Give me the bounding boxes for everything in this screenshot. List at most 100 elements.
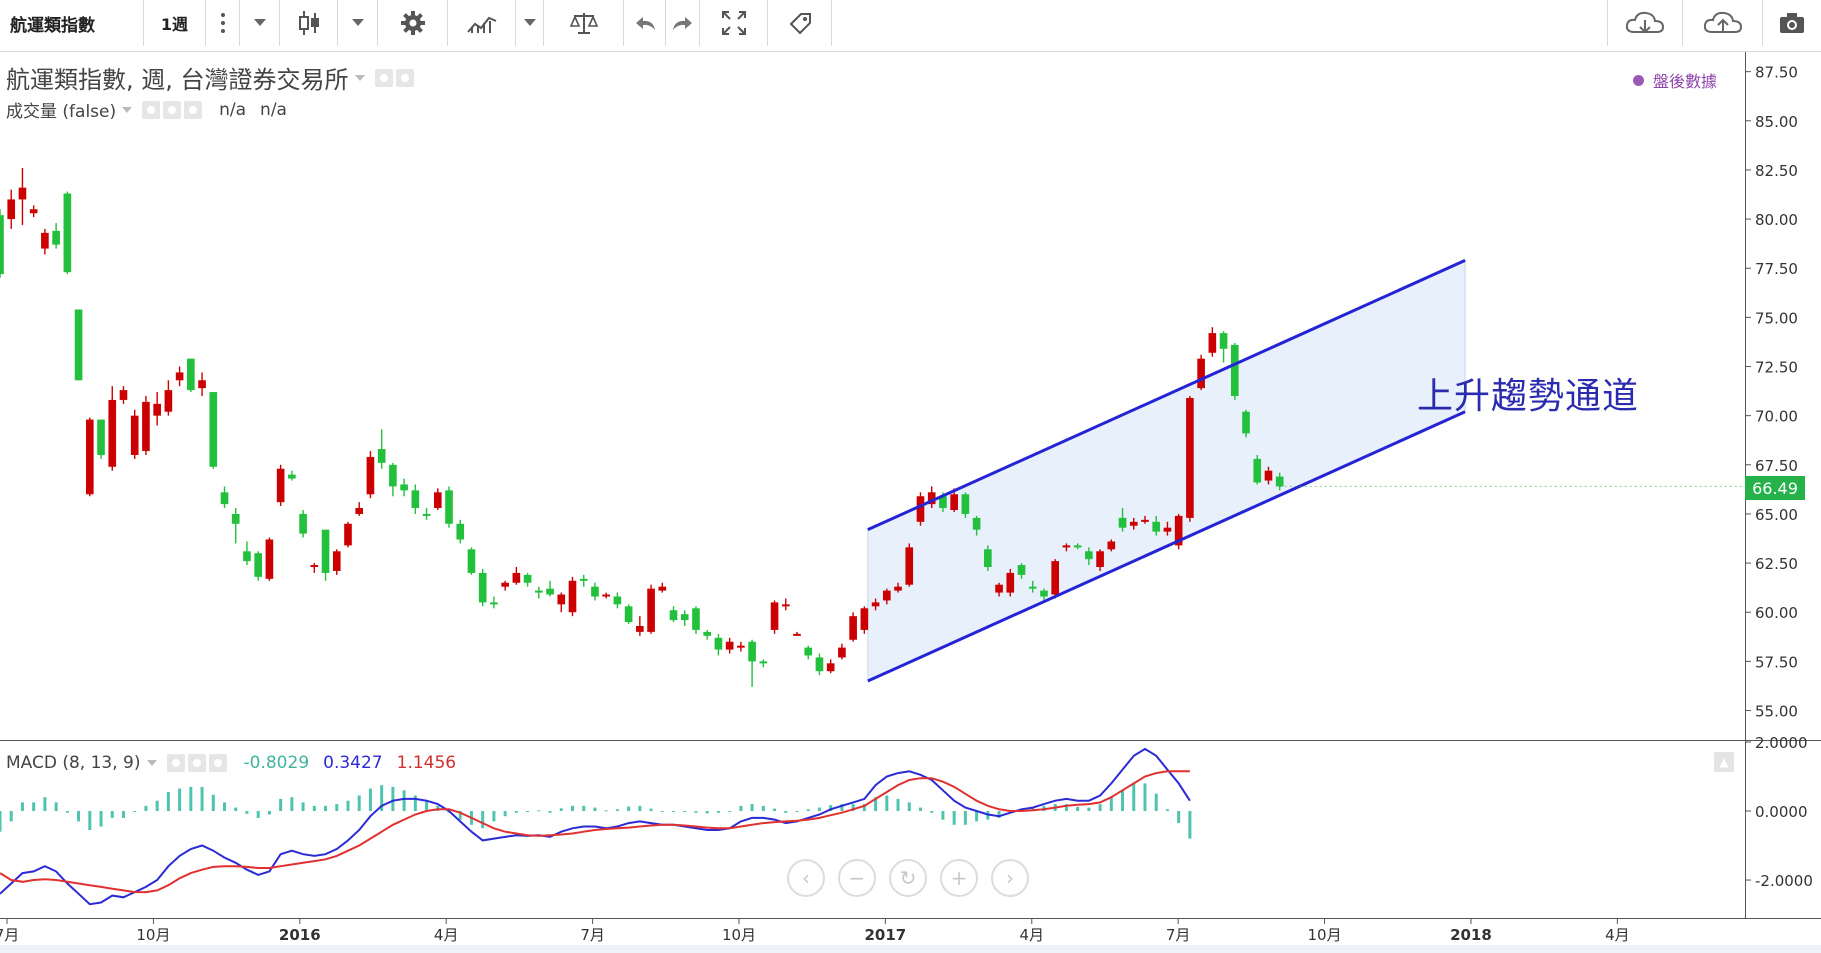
macd-histogram-bar <box>1076 806 1080 812</box>
candle-body <box>647 588 655 632</box>
scroll-left-button[interactable]: ‹ <box>787 859 825 897</box>
macd-histogram-bar <box>773 808 777 812</box>
channel-annotation-text[interactable]: 上升趨勢通道 <box>1417 376 1640 417</box>
candle-body <box>433 492 442 509</box>
last-price-tag: 66.49 <box>1745 476 1805 500</box>
interval-dropdown[interactable] <box>240 0 280 46</box>
price-tick-label: 77.50 <box>1755 260 1798 278</box>
candle-body <box>74 309 83 381</box>
maximize-pane-button[interactable]: ▲ <box>1714 752 1734 772</box>
macd-histogram-bar <box>705 811 709 814</box>
caret-down-icon[interactable] <box>122 106 133 113</box>
macd-hist-value: -0.8029 <box>243 753 310 773</box>
candle-body <box>815 657 824 672</box>
zoom-in-icon: + <box>950 866 968 890</box>
zoom-in-button[interactable]: + <box>940 859 978 897</box>
candle-body <box>669 610 678 621</box>
macd-histogram-bar <box>795 811 799 813</box>
candle-body <box>445 490 453 524</box>
candle-body <box>1208 333 1217 353</box>
candle-body <box>175 372 184 381</box>
candle-body <box>231 513 240 524</box>
candle-body <box>579 578 588 581</box>
toolbar: 航運類指數 1週 <box>0 0 1821 52</box>
symbol-search-box[interactable]: 航運類指數 <box>0 0 144 46</box>
candle-body <box>400 484 408 491</box>
settings-small-icon[interactable] <box>187 754 206 772</box>
macd-histogram-bar <box>851 804 855 812</box>
macd-histogram-bar <box>975 811 979 822</box>
macd-histogram-bar <box>615 809 619 812</box>
close-icon[interactable] <box>208 754 227 772</box>
candle-body <box>299 513 307 534</box>
load-chart-button[interactable] <box>1607 0 1683 46</box>
candle-body <box>187 358 195 391</box>
macd-histogram-bar <box>368 788 372 812</box>
eye-icon[interactable] <box>166 754 185 772</box>
macd-histogram-bar <box>526 811 530 813</box>
settings-small-icon[interactable] <box>395 68 414 87</box>
macd-line-value: 0.3427 <box>323 753 383 773</box>
indicators-dropdown[interactable] <box>516 0 544 46</box>
macd-title: MACD (8, 13, 9) <box>6 753 141 773</box>
fullscreen-button[interactable] <box>700 0 768 46</box>
reset-chart-button[interactable]: ↻ <box>889 859 927 897</box>
redo-icon <box>672 17 692 30</box>
alert-tag-button[interactable] <box>768 0 832 46</box>
macd-histogram-bar <box>245 811 249 814</box>
candle-body <box>467 549 476 573</box>
macd-histogram-bar <box>885 795 889 812</box>
candle-body <box>130 415 139 455</box>
candle-body <box>546 588 554 595</box>
macd-tick-label: -2.0000 <box>1755 872 1813 890</box>
compare-button[interactable] <box>544 0 624 46</box>
settings-button[interactable] <box>378 0 448 46</box>
candle-body <box>714 637 723 650</box>
cloud-download-icon <box>1625 11 1665 34</box>
candle-body <box>613 596 622 605</box>
chart-type-button[interactable] <box>280 0 338 46</box>
scroll-right-button[interactable]: › <box>991 859 1029 897</box>
zoom-out-icon: − <box>848 866 866 890</box>
macd-histogram-bar <box>223 802 227 812</box>
candle-body <box>1006 572 1015 593</box>
more-options-button[interactable] <box>206 0 240 46</box>
candle-body <box>703 631 712 636</box>
macd-histogram-bar <box>189 786 193 812</box>
macd-histogram-bar <box>548 811 552 813</box>
macd-histogram-bar <box>380 785 384 812</box>
candle-body <box>871 602 880 607</box>
save-chart-button[interactable] <box>1683 0 1763 46</box>
zoom-out-button[interactable]: − <box>838 859 876 897</box>
macd-histogram-bar <box>829 805 833 812</box>
eye-icon[interactable] <box>374 68 393 87</box>
indicator-icon <box>466 16 496 33</box>
macd-histogram-bar <box>1132 783 1136 812</box>
redo-button[interactable] <box>666 0 700 46</box>
macd-histogram-bar <box>9 811 13 822</box>
snapshot-button[interactable] <box>1763 0 1821 46</box>
candle-body <box>422 513 431 516</box>
chevron-down-icon <box>351 19 364 26</box>
macd-histogram-bar <box>840 804 844 812</box>
time-tick-label: 4月 <box>1020 926 1045 944</box>
candle-body <box>1129 521 1138 526</box>
after-hours-indicator[interactable]: 盤後數據 <box>1632 68 1717 92</box>
candle-body <box>265 539 274 579</box>
macd-histogram-bar <box>77 811 81 822</box>
undo-button[interactable] <box>624 0 666 46</box>
caret-down-icon[interactable] <box>354 74 365 81</box>
macd-histogram-bar <box>133 811 137 813</box>
candle-body <box>490 602 498 605</box>
macd-histogram-bar <box>121 811 125 818</box>
interval-button[interactable]: 1週 <box>144 0 206 46</box>
candle-body <box>41 232 49 249</box>
chart-type-dropdown[interactable] <box>338 0 378 46</box>
settings-small-icon[interactable] <box>163 100 182 119</box>
close-icon[interactable] <box>184 100 203 119</box>
caret-down-icon[interactable] <box>146 760 157 766</box>
indicators-button[interactable] <box>448 0 516 46</box>
eye-icon[interactable] <box>142 100 161 119</box>
channel-lower-line <box>867 410 1466 683</box>
